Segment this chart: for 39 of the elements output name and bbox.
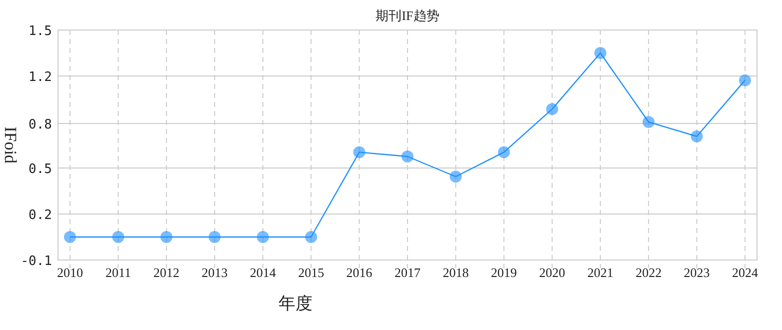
y-tick-label: 0.5 xyxy=(28,162,52,177)
y-axis-title: IFoid xyxy=(1,126,20,164)
point xyxy=(450,170,462,183)
point xyxy=(305,231,318,243)
x-tick-label: 2020 xyxy=(539,265,566,280)
y-tick-label: 1.5 xyxy=(28,24,52,39)
y-tick-label: 1.2 xyxy=(28,70,52,85)
y-tick-label: 0.2 xyxy=(28,208,52,223)
point xyxy=(208,231,221,243)
point xyxy=(353,146,366,158)
point xyxy=(739,74,751,86)
x-tick-label: 2018 xyxy=(442,265,469,280)
x-tick-label: 2011 xyxy=(105,265,131,280)
y-tick-label: 0.8 xyxy=(28,117,52,132)
point xyxy=(498,146,510,158)
x-tick-label: 2010 xyxy=(57,265,83,280)
x-tick-label: 2013 xyxy=(202,265,228,280)
x-tick-label: 2017 xyxy=(394,265,421,280)
x-tick-label: 2014 xyxy=(250,265,276,280)
point xyxy=(594,47,606,59)
point xyxy=(64,231,76,243)
point xyxy=(256,231,269,243)
point xyxy=(112,231,124,243)
point xyxy=(402,150,414,162)
point xyxy=(160,231,172,243)
x-tick-label: 2023 xyxy=(684,265,710,280)
x-tick-label: 2022 xyxy=(636,265,662,280)
point xyxy=(690,130,703,142)
point xyxy=(642,116,655,128)
y-tick-label: -0.1 xyxy=(20,254,52,269)
x-axis-title: 年度 xyxy=(278,294,313,313)
x-tick-label: 2016 xyxy=(346,265,373,280)
x-tick-label: 2012 xyxy=(153,265,180,280)
x-tick-label: 2021 xyxy=(587,265,614,280)
chart-title: 期刊IF趋势 xyxy=(376,8,440,23)
x-tick-label: 2015 xyxy=(298,265,324,280)
point xyxy=(546,103,558,116)
x-tick-label: 2024 xyxy=(732,265,758,280)
x-tick-label: 2019 xyxy=(490,265,517,280)
